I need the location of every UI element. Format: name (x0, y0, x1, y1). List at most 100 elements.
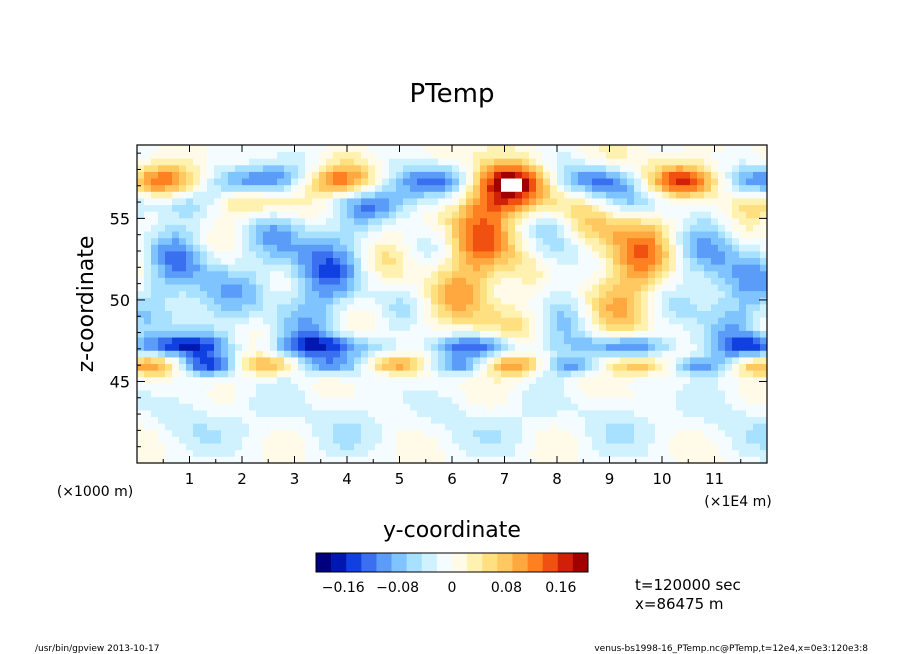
heatmap-cell (431, 350, 439, 358)
heatmap-cell (508, 191, 516, 199)
heatmap-cell (487, 310, 495, 318)
heatmap-cell (473, 257, 481, 265)
heatmap-cell (403, 184, 411, 192)
heatmap-cell (340, 390, 348, 398)
heatmap-cell (291, 277, 299, 285)
heatmap-cell (431, 198, 439, 206)
heatmap-cell (382, 343, 390, 351)
heatmap-cell (333, 436, 341, 444)
heatmap-cell (718, 204, 726, 212)
heatmap-cell (165, 251, 173, 259)
heatmap-cell (158, 330, 166, 338)
heatmap-cell (144, 410, 152, 418)
heatmap-cell (137, 277, 145, 285)
heatmap-cell (550, 237, 558, 245)
heatmap-cell (655, 264, 663, 272)
heatmap-cell (172, 390, 180, 398)
heatmap-cell (277, 171, 285, 179)
heatmap-cell (669, 164, 677, 172)
heatmap-cell (655, 244, 663, 252)
heatmap-cell (508, 304, 516, 312)
heatmap-cell (725, 330, 733, 338)
heatmap-cell (452, 277, 460, 285)
heatmap-cell (193, 284, 201, 292)
heatmap-cell (620, 304, 628, 312)
heatmap-cell (634, 383, 642, 391)
heatmap-cell (214, 357, 222, 365)
heatmap-cell (557, 184, 565, 192)
heatmap-cell (249, 244, 257, 252)
heatmap-cell (158, 396, 166, 404)
heatmap-cell (501, 436, 509, 444)
heatmap-cell (347, 350, 355, 358)
heatmap-cell (158, 297, 166, 305)
heatmap-cell (550, 158, 558, 166)
heatmap-cell (291, 284, 299, 292)
heatmap-cell (536, 456, 544, 464)
heatmap-cell (137, 224, 145, 232)
heatmap-cell (480, 310, 488, 318)
heatmap-cell (697, 390, 705, 398)
heatmap-cell (144, 350, 152, 358)
heatmap-cell (711, 237, 719, 245)
heatmap-cell (732, 290, 740, 298)
heatmap-cell (228, 410, 236, 418)
heatmap-cell (242, 224, 250, 232)
heatmap-cell (718, 337, 726, 345)
heatmap-cell (466, 337, 474, 345)
heatmap-cell (466, 317, 474, 325)
heatmap-cell (291, 264, 299, 272)
heatmap-cell (277, 224, 285, 232)
heatmap-cell (319, 204, 327, 212)
heatmap-cell (270, 164, 278, 172)
heatmap-cell (704, 171, 712, 179)
heatmap-cell (746, 237, 754, 245)
heatmap-cell (634, 304, 642, 312)
heatmap-cell (732, 376, 740, 384)
heatmap-cell (599, 290, 607, 298)
heatmap-cell (690, 231, 698, 239)
heatmap-cell (235, 257, 243, 265)
heatmap-cell (487, 456, 495, 464)
heatmap-cell (473, 330, 481, 338)
heatmap-cell (550, 323, 558, 331)
heatmap-cell (417, 449, 425, 457)
heatmap-cell (158, 449, 166, 457)
heatmap-cell (508, 403, 516, 411)
heatmap-cell (270, 330, 278, 338)
heatmap-cell (396, 337, 404, 345)
heatmap-cell (718, 270, 726, 278)
heatmap-cell (473, 158, 481, 166)
heatmap-cell (760, 416, 768, 424)
heatmap-cell (312, 443, 320, 451)
heatmap-cell (466, 416, 474, 424)
heatmap-cell (669, 363, 677, 371)
heatmap-cell (480, 297, 488, 305)
heatmap-cell (648, 383, 656, 391)
heatmap-cell (431, 436, 439, 444)
heatmap-cell (305, 449, 313, 457)
heatmap-cell (305, 304, 313, 312)
heatmap-cell (193, 390, 201, 398)
heatmap-cell (557, 416, 565, 424)
heatmap-cell (655, 204, 663, 212)
heatmap-cell (585, 317, 593, 325)
heatmap-cell (669, 330, 677, 338)
heatmap-cell (501, 211, 509, 219)
heatmap-cell (270, 363, 278, 371)
heatmap-cell (550, 436, 558, 444)
heatmap-cell (739, 410, 747, 418)
heatmap-cell (207, 330, 215, 338)
heatmap-cell (431, 231, 439, 239)
heatmap-cell (312, 337, 320, 345)
heatmap-cell (298, 317, 306, 325)
heatmap-cell (676, 390, 684, 398)
heatmap-cell (473, 145, 481, 153)
heatmap-cell (676, 357, 684, 365)
heatmap-cell (683, 343, 691, 351)
heatmap-cell (473, 390, 481, 398)
heatmap-cell (270, 416, 278, 424)
heatmap-cell (571, 376, 579, 384)
heatmap-cell (515, 304, 523, 312)
heatmap-cell (284, 290, 292, 298)
